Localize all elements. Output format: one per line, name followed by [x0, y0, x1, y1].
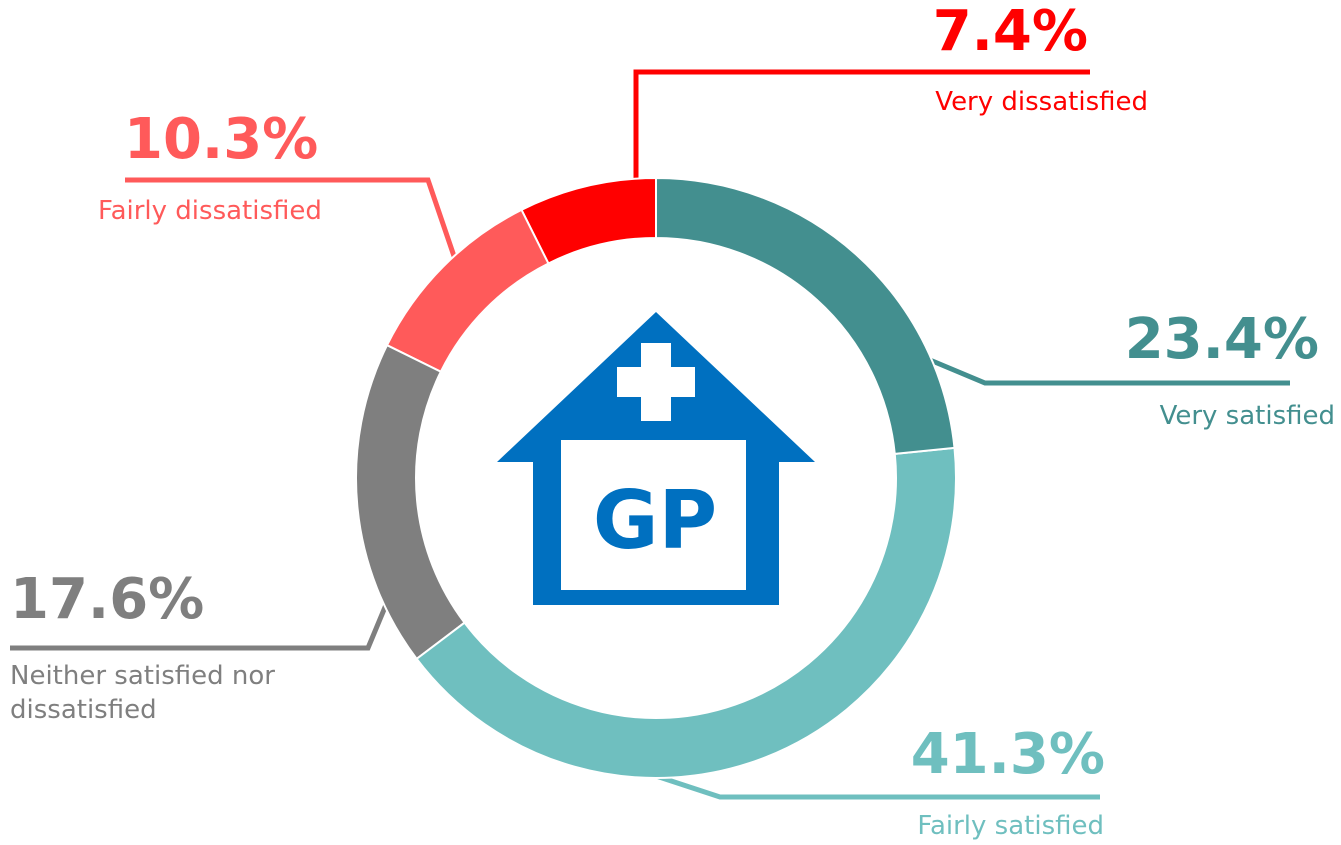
leader-line — [929, 357, 1290, 386]
leader-line — [649, 771, 1100, 800]
category-label: Fairly satisfied — [917, 811, 1104, 841]
cross-h — [617, 367, 695, 397]
value-label: 17.6% — [10, 567, 205, 632]
value-label: 23.4% — [1124, 307, 1319, 372]
gp-icon: GP — [497, 312, 815, 605]
leader-line — [633, 69, 1090, 182]
category-label: Fairly dissatisfied — [98, 196, 322, 226]
leader-line — [10, 599, 391, 651]
value-label: 10.3% — [124, 107, 319, 172]
category-label: Very dissatisfied — [935, 87, 1148, 117]
category-label: Neither satisfied nor dissatisfied — [10, 661, 275, 725]
donut-segment — [655, 176, 956, 456]
house-window — [561, 440, 746, 590]
donut-segment — [355, 343, 466, 661]
leader-line — [125, 177, 459, 263]
donut-segment — [385, 208, 550, 374]
value-label: 41.3% — [910, 722, 1105, 787]
category-label: Very satisfied — [1159, 401, 1335, 431]
value-label: 7.4% — [932, 0, 1088, 64]
donut-segment — [415, 446, 957, 779]
icon-text: GP — [593, 474, 717, 567]
